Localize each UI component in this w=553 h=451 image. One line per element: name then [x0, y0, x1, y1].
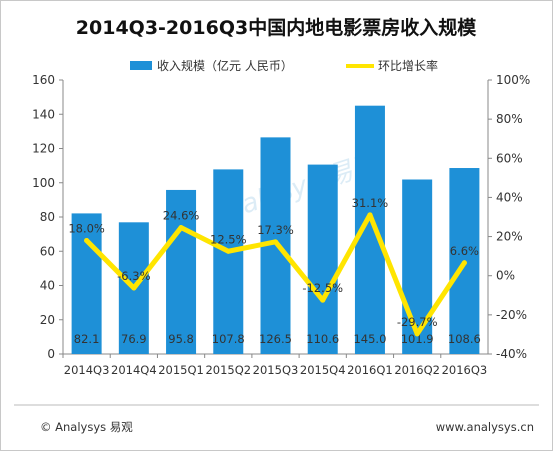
bar-value-label: 108.6	[448, 332, 481, 346]
y-tick-label-left: 0	[47, 347, 55, 361]
x-category-label: 2016Q3	[442, 363, 488, 377]
bar-value-label: 107.8	[212, 332, 245, 346]
x-category-label: 2015Q2	[205, 363, 251, 377]
line-point	[84, 237, 90, 243]
line-point-label: 12.5%	[210, 232, 247, 246]
legend-label-line: 环比增长率	[378, 58, 438, 73]
bar-value-label: 76.9	[121, 332, 147, 346]
line-point	[461, 260, 467, 266]
bar-value-label: 126.5	[259, 332, 292, 346]
line-point-label: 6.6%	[450, 244, 479, 258]
y-tick-label-left: 120	[32, 142, 55, 156]
line-point	[178, 225, 184, 231]
x-category-label: 2016Q2	[394, 363, 440, 377]
legend-swatch-bar	[130, 61, 152, 70]
y-tick-label-right: 80%	[496, 112, 523, 126]
bar-value-label: 110.6	[306, 332, 339, 346]
y-tick-label-right: 100%	[496, 73, 530, 87]
y-tick-label-left: 40	[40, 279, 55, 293]
bar	[71, 213, 102, 354]
y-tick-label-left: 160	[32, 73, 55, 87]
y-tick-label-right: 0%	[496, 269, 515, 283]
bar-value-label: 101.9	[401, 332, 434, 346]
y-tick-label-right: 20%	[496, 230, 523, 244]
y-tick-label-left: 20	[40, 313, 55, 327]
line-point	[367, 212, 373, 218]
bar	[402, 179, 433, 354]
x-category-label: 2015Q4	[300, 363, 346, 377]
line-point	[225, 248, 231, 254]
line-point-label: 18.0%	[68, 221, 105, 235]
y-tick-label-left: 80	[40, 210, 55, 224]
bar	[166, 189, 197, 354]
x-category-label: 2015Q1	[158, 363, 204, 377]
bar	[307, 164, 338, 354]
y-tick-label-right: 60%	[496, 151, 523, 165]
line-point	[414, 331, 420, 337]
footer-copyright: © Analysys 易观	[40, 420, 133, 434]
y-tick-label-left: 140	[32, 107, 55, 121]
bar	[213, 169, 244, 354]
y-tick-label-right: -40%	[496, 347, 527, 361]
bar-value-label: 82.1	[74, 332, 100, 346]
legend: 收入规模（亿元 人民币） 环比增长率	[130, 58, 438, 73]
line-point-label: 24.6%	[163, 209, 200, 223]
x-category-label: 2014Q4	[111, 363, 157, 377]
chart-title: 2014Q3-2016Q3中国内地电影票房收入规模	[76, 16, 477, 39]
bar-value-label: 145.0	[353, 332, 386, 346]
x-category-label: 2014Q3	[64, 363, 110, 377]
footer-website: www.analysys.cn	[436, 420, 534, 434]
x-category-label: 2015Q3	[253, 363, 299, 377]
line-point-label: -6.3%	[117, 269, 150, 283]
legend-label-bar: 收入规模（亿元 人民币）	[157, 58, 293, 73]
x-category-label: 2016Q1	[347, 363, 393, 377]
plot-area: 0 20 40 60 80 100 120 140 160 -40% -20% 0% 20% 40% 60%…	[32, 73, 530, 377]
bar-value-label: 95.8	[168, 332, 194, 346]
y-tick-label-right: 40%	[496, 190, 523, 204]
line-point	[320, 297, 326, 303]
line-point	[273, 239, 278, 245]
line-point-label: -29.7%	[397, 315, 438, 329]
y-tick-label-right: -20%	[496, 308, 527, 322]
line-point	[131, 285, 137, 291]
y-tick-label-left: 100	[32, 176, 55, 190]
line-point-label: 31.1%	[352, 196, 389, 210]
line-point-label: 17.3%	[257, 223, 294, 237]
line-point-label: -12.5%	[302, 281, 343, 295]
y-tick-label-left: 60	[40, 244, 55, 258]
